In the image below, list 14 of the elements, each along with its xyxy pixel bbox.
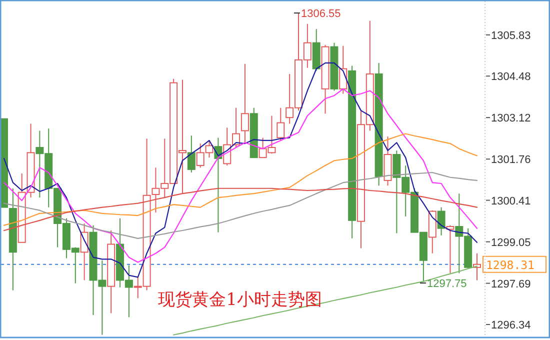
y-tick-label: 1300.41	[491, 195, 531, 208]
y-tick-label: 1299.05	[491, 236, 531, 249]
ref-line-label: 1298.31	[486, 258, 535, 272]
annotation: 1306.55	[301, 8, 341, 20]
text: 现货黄金1小时走势图	[158, 290, 322, 310]
y-tick-label: 1296.34	[491, 319, 531, 332]
line-series	[3, 133, 478, 226]
y-tick-label: 1303.12	[491, 112, 531, 125]
y-tick-label: 1301.76	[491, 154, 531, 166]
y-tick-label: 1297.69	[491, 278, 531, 290]
y-tick-label: 1305.83	[491, 30, 531, 42]
y-tick-label: 1304.48	[491, 71, 531, 84]
line-series	[3, 62, 478, 278]
annotation: 1297.75	[427, 278, 467, 290]
